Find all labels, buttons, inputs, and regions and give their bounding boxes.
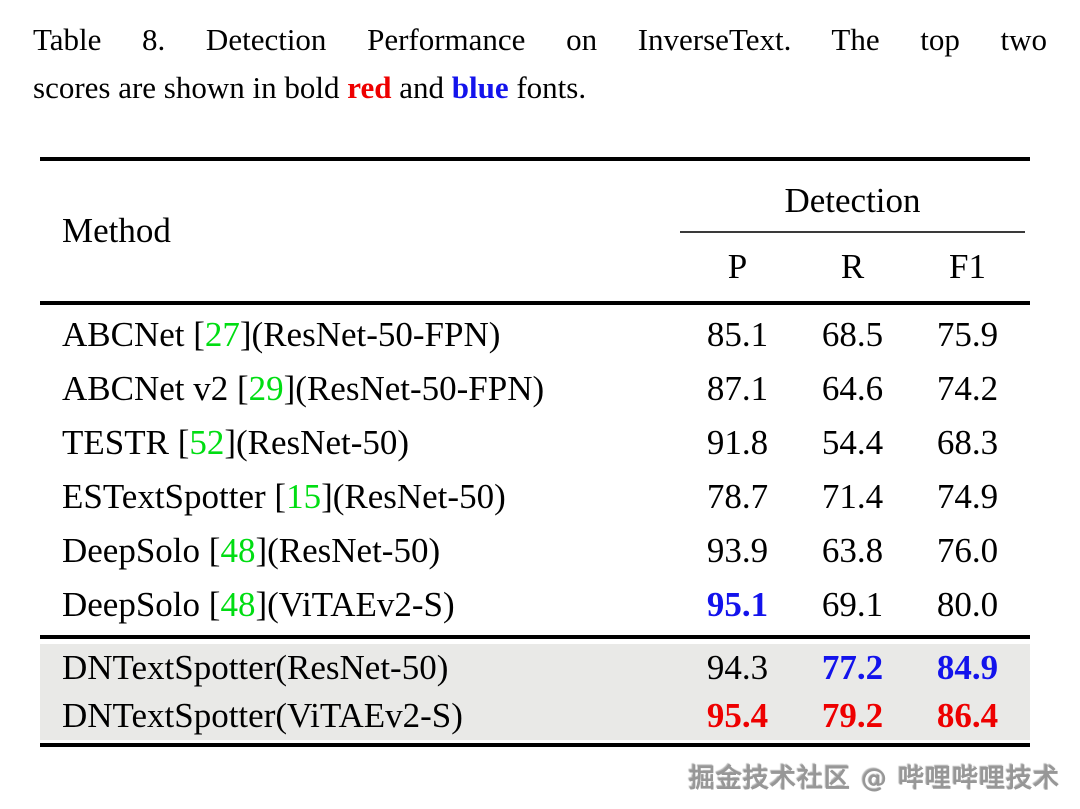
method-text: ABCNet [: [62, 315, 205, 354]
table-row: ABCNet v2 [29](ResNet-50-FPN) 87.1 64.6 …: [40, 362, 1030, 416]
p-cell: 85.1: [706, 315, 769, 354]
watermark-text: 掘金技术社区 @ 哔哩哔哩技术: [688, 764, 1060, 794]
spacer: [40, 740, 1030, 743]
detection-group-header: Detection: [680, 161, 1025, 233]
method-text: DeepSolo [: [62, 531, 221, 570]
method-column-header: Method: [62, 211, 171, 250]
caption-blue-word: blue: [451, 70, 509, 105]
table-row: DeepSolo [48](ResNet-50) 93.9 63.8 76.0: [40, 524, 1030, 578]
table-row: ESTextSpotter [15](ResNet-50) 78.7 71.4 …: [40, 470, 1030, 524]
caption-line-2: scores are shown in bold red and blue fo…: [33, 64, 1047, 112]
p-cell: 95.1: [706, 585, 769, 624]
citation-number: 48: [220, 585, 256, 624]
caption-text: fonts.: [508, 70, 587, 105]
r-cell: 79.2: [821, 696, 884, 735]
method-text: ESTextSpotter [: [62, 477, 287, 516]
citation-number: 15: [286, 477, 322, 516]
method-text: DeepSolo [: [62, 585, 221, 624]
table-header: Method Detection P R F1: [40, 161, 1030, 301]
r-cell: 69.1: [821, 585, 884, 624]
table-row: TESTR [52](ResNet-50) 91.8 54.4 68.3: [40, 416, 1030, 470]
f1-cell: 74.2: [936, 369, 999, 408]
f1-cell: 80.0: [936, 585, 999, 624]
header-bottom-rule: [40, 301, 1030, 305]
method-cell: TESTR [52](ResNet-50): [40, 423, 680, 463]
citation-number: 48: [220, 531, 256, 570]
p-cell: 78.7: [706, 477, 769, 516]
p-cell: 95.4: [706, 696, 769, 735]
r-cell: 68.5: [821, 315, 884, 354]
table-body: ABCNet [27](ResNet-50-FPN) 85.1 68.5 75.…: [40, 305, 1030, 635]
column-header-r: R: [840, 247, 865, 286]
r-cell: 77.2: [821, 648, 884, 687]
method-cell: DeepSolo [48](ViTAEv2-S): [40, 585, 680, 625]
p-cell: 94.3: [706, 648, 769, 687]
method-text: ](ViTAEv2-S): [255, 585, 455, 624]
highlighted-rows-block: DNTextSpotter(ResNet-50) 94.3 77.2 84.9 …: [40, 644, 1030, 740]
table-row: DNTextSpotter(ResNet-50) 94.3 77.2 84.9: [40, 644, 1030, 692]
caption-text: and: [391, 70, 452, 105]
citation-number: 27: [204, 315, 240, 354]
f1-cell: 74.9: [936, 477, 999, 516]
column-header-p: P: [727, 247, 748, 286]
method-cell: ESTextSpotter [15](ResNet-50): [40, 477, 680, 517]
p-cell: 87.1: [706, 369, 769, 408]
table-caption: Table 8. Detection Performance on Invers…: [33, 16, 1047, 112]
method-text: TESTR [: [62, 423, 190, 462]
f1-cell: 75.9: [936, 315, 999, 354]
citation-number: 52: [189, 423, 225, 462]
table-bottom-rule: [40, 743, 1030, 747]
method-cell: DeepSolo [48](ResNet-50): [40, 531, 680, 571]
caption-line-1: Table 8. Detection Performance on Invers…: [33, 22, 1047, 57]
r-cell: 71.4: [821, 477, 884, 516]
method-text: ](ResNet-50-FPN): [239, 315, 501, 354]
method-text: ABCNet v2 [: [62, 369, 249, 408]
f1-cell: 84.9: [936, 648, 999, 687]
f1-cell: 68.3: [936, 423, 999, 462]
column-header-f1: F1: [949, 247, 986, 286]
f1-cell: 76.0: [936, 531, 999, 570]
method-text: ](ResNet-50): [224, 423, 410, 462]
method-text: DNTextSpotter(ViTAEv2-S): [62, 696, 463, 735]
mid-rule: [40, 635, 1030, 639]
p-cell: 93.9: [706, 531, 769, 570]
r-cell: 63.8: [821, 531, 884, 570]
results-table: Method Detection P R F1 ABCNet [27](ResN…: [40, 157, 1030, 747]
r-cell: 64.6: [821, 369, 884, 408]
citation-number: 29: [248, 369, 284, 408]
method-text: ](ResNet-50): [321, 477, 506, 516]
p-cell: 91.8: [706, 423, 769, 462]
method-cell: DNTextSpotter(ResNet-50): [40, 648, 680, 688]
caption-red-word: red: [347, 70, 392, 105]
table-top-rule: [40, 157, 1030, 161]
method-text: DNTextSpotter(ResNet-50): [62, 648, 449, 687]
method-text: ](ResNet-50-FPN): [283, 369, 545, 408]
caption-text: scores are shown in bold: [33, 70, 348, 105]
method-cell: DNTextSpotter(ViTAEv2-S): [40, 696, 680, 736]
table-row: ABCNet [27](ResNet-50-FPN) 85.1 68.5 75.…: [40, 308, 1030, 362]
table-row: DNTextSpotter(ViTAEv2-S) 95.4 79.2 86.4: [40, 692, 1030, 740]
table-row: DeepSolo [48](ViTAEv2-S) 95.1 69.1 80.0: [40, 578, 1030, 632]
f1-cell: 86.4: [936, 696, 999, 735]
method-text: ](ResNet-50): [255, 531, 441, 570]
method-cell: ABCNet [27](ResNet-50-FPN): [40, 315, 680, 355]
r-cell: 54.4: [821, 423, 884, 462]
method-cell: ABCNet v2 [29](ResNet-50-FPN): [40, 369, 680, 409]
